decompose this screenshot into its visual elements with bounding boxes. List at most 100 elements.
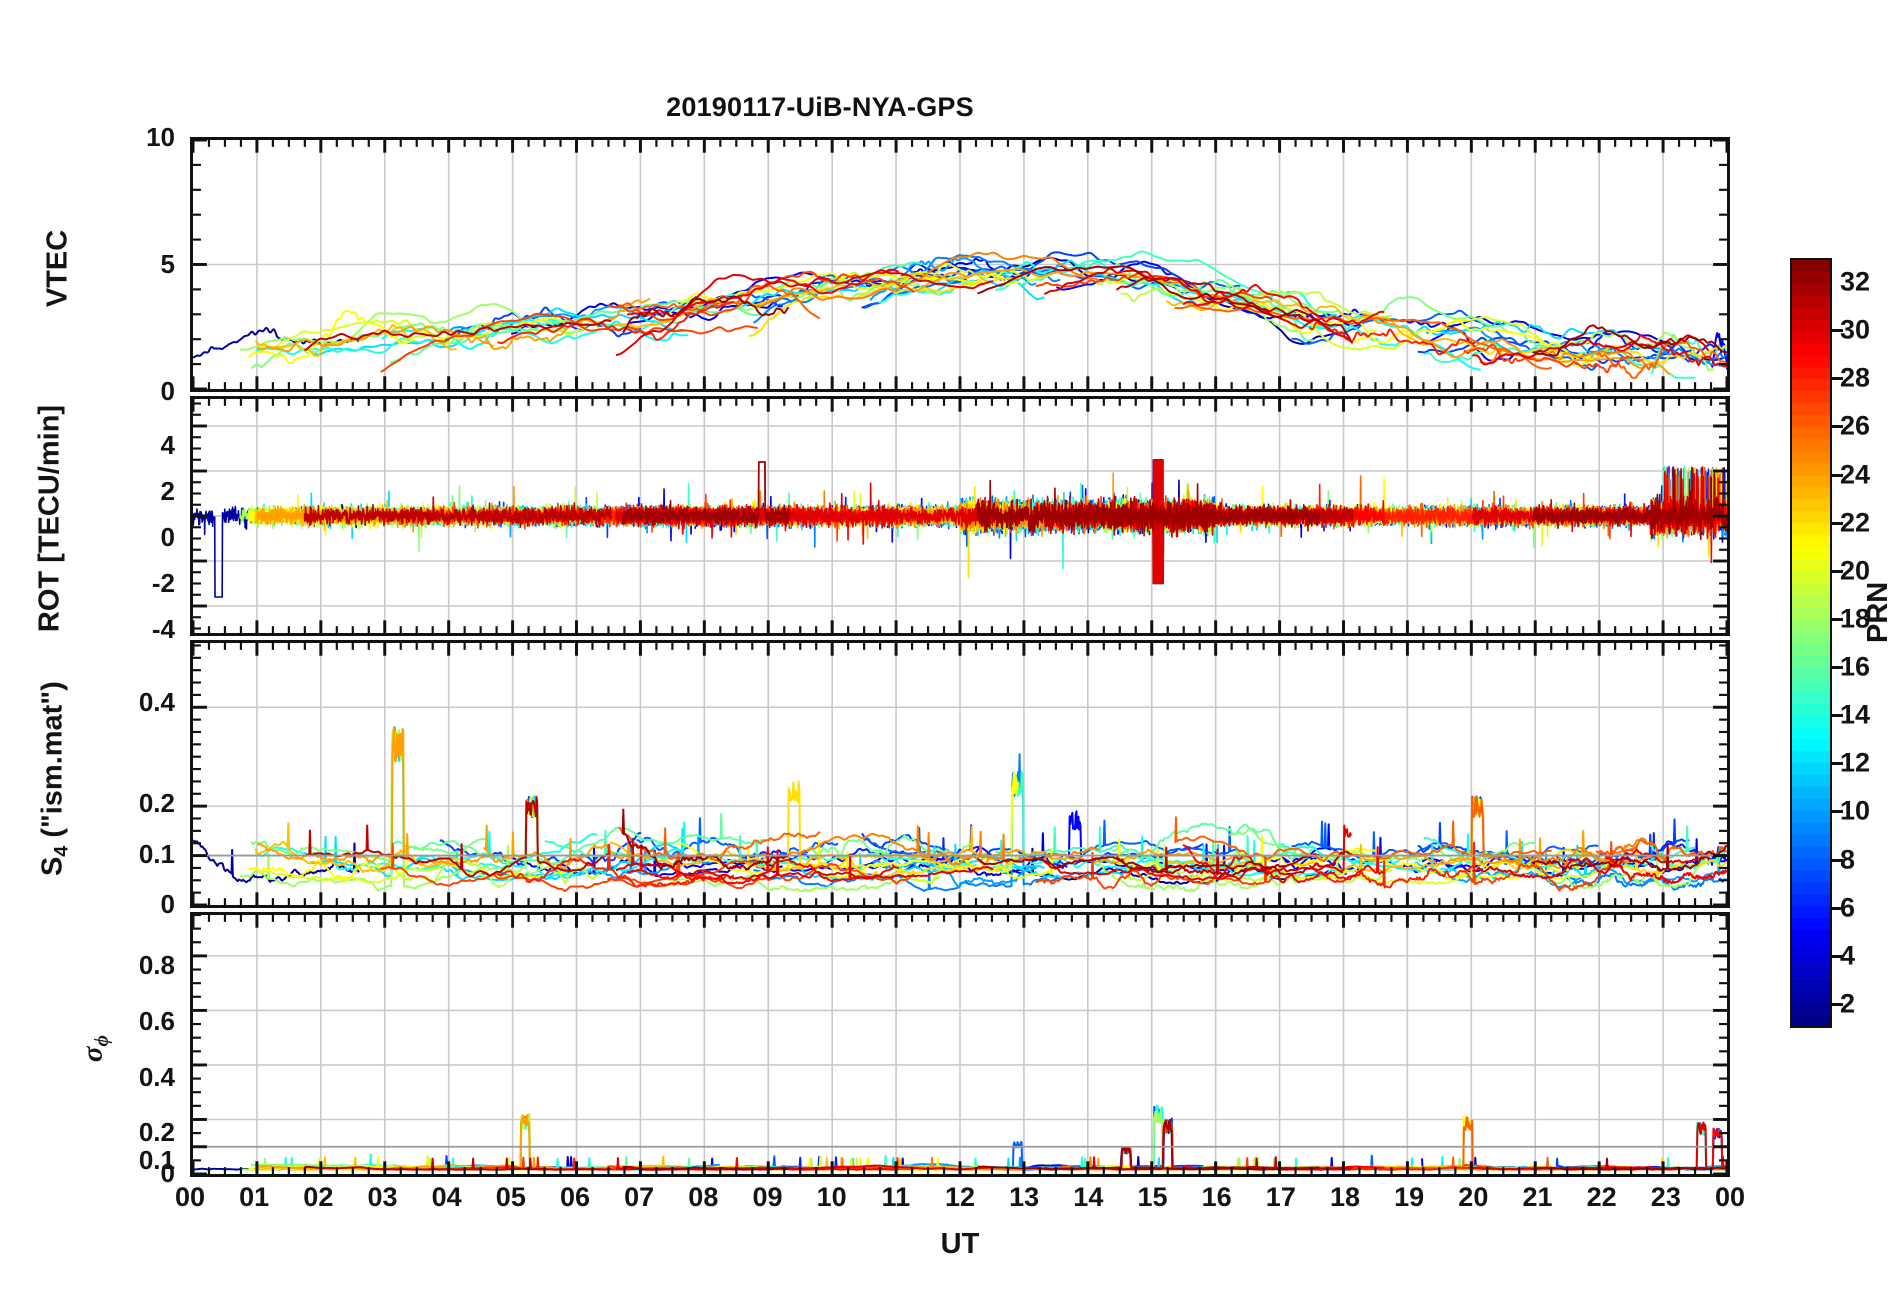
colorbar-tick-24: 24 (1840, 459, 1871, 490)
colorbar-tick-16: 16 (1840, 651, 1871, 682)
ytick-s4-01: 0.1 (138, 839, 175, 869)
xaxis-tick-17: 17 (1265, 1182, 1296, 1212)
ytick-vtec-0: 0 (160, 376, 175, 406)
trace-prn-32 (976, 479, 1321, 536)
ytick-sphi-02: 0.2 (138, 1117, 175, 1147)
colorbar-tickmark-20 (1832, 569, 1843, 573)
trace-prn-28 (1308, 841, 1476, 889)
trace-prn-31 (303, 496, 613, 528)
colorbar-tickmark-8 (1832, 858, 1843, 862)
xaxis-tick-8: 08 (688, 1182, 719, 1212)
colorbar-tickmark-18 (1832, 617, 1843, 621)
trace-prn-25 (757, 251, 1100, 309)
yaxis-title-sigma-phi: σϕ (76, 994, 113, 1104)
xaxis-tick-23: 23 (1650, 1182, 1681, 1212)
trace-prn-32 (622, 295, 790, 334)
trace-prn-2 (193, 839, 360, 884)
xaxis-tick-15: 15 (1137, 1182, 1168, 1212)
trace-prn-8 (863, 1105, 1241, 1171)
colorbar-tickmark-30 (1832, 329, 1843, 333)
trace-prn-30 (1043, 267, 1352, 341)
figure-title: 20190117-UiB-NYA-GPS (666, 92, 974, 122)
data-traces (193, 458, 1727, 598)
xaxis-tick-21: 21 (1522, 1182, 1553, 1212)
trace-prn-25 (1479, 837, 1647, 866)
ytick-s4-02: 0.2 (138, 788, 175, 818)
xaxis-tick-6: 06 (559, 1182, 591, 1212)
trace-prn-17 (250, 827, 488, 862)
yaxis-title-sphi-base: σ (76, 1046, 109, 1063)
trace-prn-32 (621, 461, 790, 529)
trace-prn-29 (626, 844, 900, 885)
colorbar-tick-26: 26 (1840, 410, 1871, 441)
colorbar-tick-2: 2 (1840, 988, 1856, 1019)
xaxis-tick-9: 09 (752, 1182, 783, 1212)
trace-prn-4 (1420, 1127, 1727, 1171)
colorbar-tick-22: 22 (1840, 507, 1871, 538)
colorbar-tickmark-28 (1832, 377, 1843, 381)
trace-prn-30 (1043, 824, 1352, 881)
trace-prn-32 (977, 265, 1320, 322)
colorbar (1790, 258, 1832, 1028)
trace-prn-20 (815, 262, 1053, 292)
trace-prn-31 (304, 319, 612, 352)
ytick-rot-m2: -2 (151, 568, 175, 598)
colorbar-tick-8: 8 (1840, 844, 1856, 875)
xaxis-tick-18: 18 (1329, 1182, 1361, 1212)
trace-prn-27 (380, 312, 758, 373)
ytick-s4-04: 0.4 (138, 687, 175, 717)
trace-prn-6 (744, 824, 982, 869)
colorbar-tickmark-4 (1832, 954, 1843, 958)
trace-prn-29 (1182, 283, 1385, 325)
trace-prn-27 (380, 843, 759, 892)
trace-prn-19 (1120, 287, 1393, 319)
trace-prn-29 (1604, 853, 1727, 885)
colorbar-tickmark-2 (1832, 1002, 1843, 1006)
trace-prn-32 (1533, 324, 1727, 357)
ytick-sphi-04: 0.4 (138, 1062, 175, 1092)
trace-prn-28 (497, 301, 734, 344)
sigma-phi-plot-area (193, 915, 1727, 1174)
ytick-rot-0: 0 (160, 522, 175, 552)
trace-prn-31 (1115, 276, 1354, 344)
trace-prn-29 (1604, 1127, 1727, 1171)
colorbar-tickmark-10 (1832, 810, 1843, 814)
xaxis-tick-14: 14 (1073, 1182, 1104, 1212)
trace-prn-30 (1472, 848, 1710, 880)
colorbar-tick-4: 4 (1840, 940, 1856, 971)
trace-prn-8 (1291, 795, 1599, 861)
trace-prn-18 (1096, 1108, 1299, 1171)
trace-prn-12 (986, 1119, 1259, 1171)
tickmarks (193, 140, 1727, 389)
trace-prn-31 (1115, 846, 1354, 878)
trace-prn-7 (1416, 467, 1691, 537)
trace-prn-32 (1532, 466, 1727, 541)
trace-prn-30 (615, 839, 994, 880)
trace-prn-24 (911, 268, 1255, 306)
xaxis-title: UT (940, 1228, 980, 1260)
colorbar-tick-14: 14 (1840, 699, 1871, 730)
yaxis-title-s4-sub: 4 (50, 845, 73, 857)
colorbar-tick-32: 32 (1840, 266, 1871, 297)
trace-prn-18 (1546, 851, 1715, 889)
trace-prn-20 (815, 848, 1054, 885)
trace-prn-12 (309, 726, 687, 881)
colorbar-tick-12: 12 (1840, 747, 1871, 778)
trace-prn-26 (618, 284, 821, 319)
xaxis-tick-22: 22 (1586, 1182, 1617, 1212)
ytick-rot-2: 2 (160, 476, 175, 506)
rot-plot-area (193, 399, 1727, 633)
colorbar-tick-10: 10 (1840, 795, 1871, 826)
gridlines (193, 915, 1727, 1174)
xaxis-tick-19: 19 (1394, 1182, 1425, 1212)
ytick-vtec-5: 5 (160, 249, 175, 279)
trace-prn-28 (1308, 321, 1476, 356)
yaxis-title-rot: ROT [TECU/min] (33, 404, 66, 633)
xaxis-tick-5: 05 (495, 1182, 526, 1212)
colorbar-tickmark-26 (1832, 425, 1843, 429)
s4-plot-area (193, 643, 1727, 905)
trace-prn-27 (607, 862, 915, 889)
xaxis-tick-16: 16 (1201, 1182, 1232, 1212)
colorbar-tickmark-24 (1832, 473, 1843, 477)
trace-prn-9 (1564, 1128, 1727, 1171)
